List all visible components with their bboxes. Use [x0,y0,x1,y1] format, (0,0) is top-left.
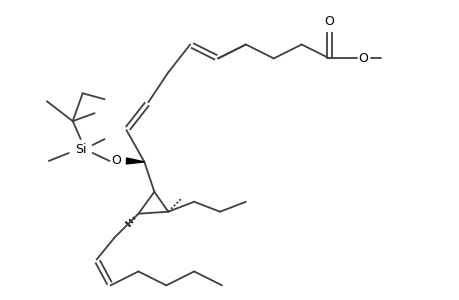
Text: O: O [324,15,334,28]
Text: O: O [112,154,121,167]
Text: Si: Si [75,142,86,155]
Text: O: O [358,52,368,65]
Polygon shape [126,158,144,164]
